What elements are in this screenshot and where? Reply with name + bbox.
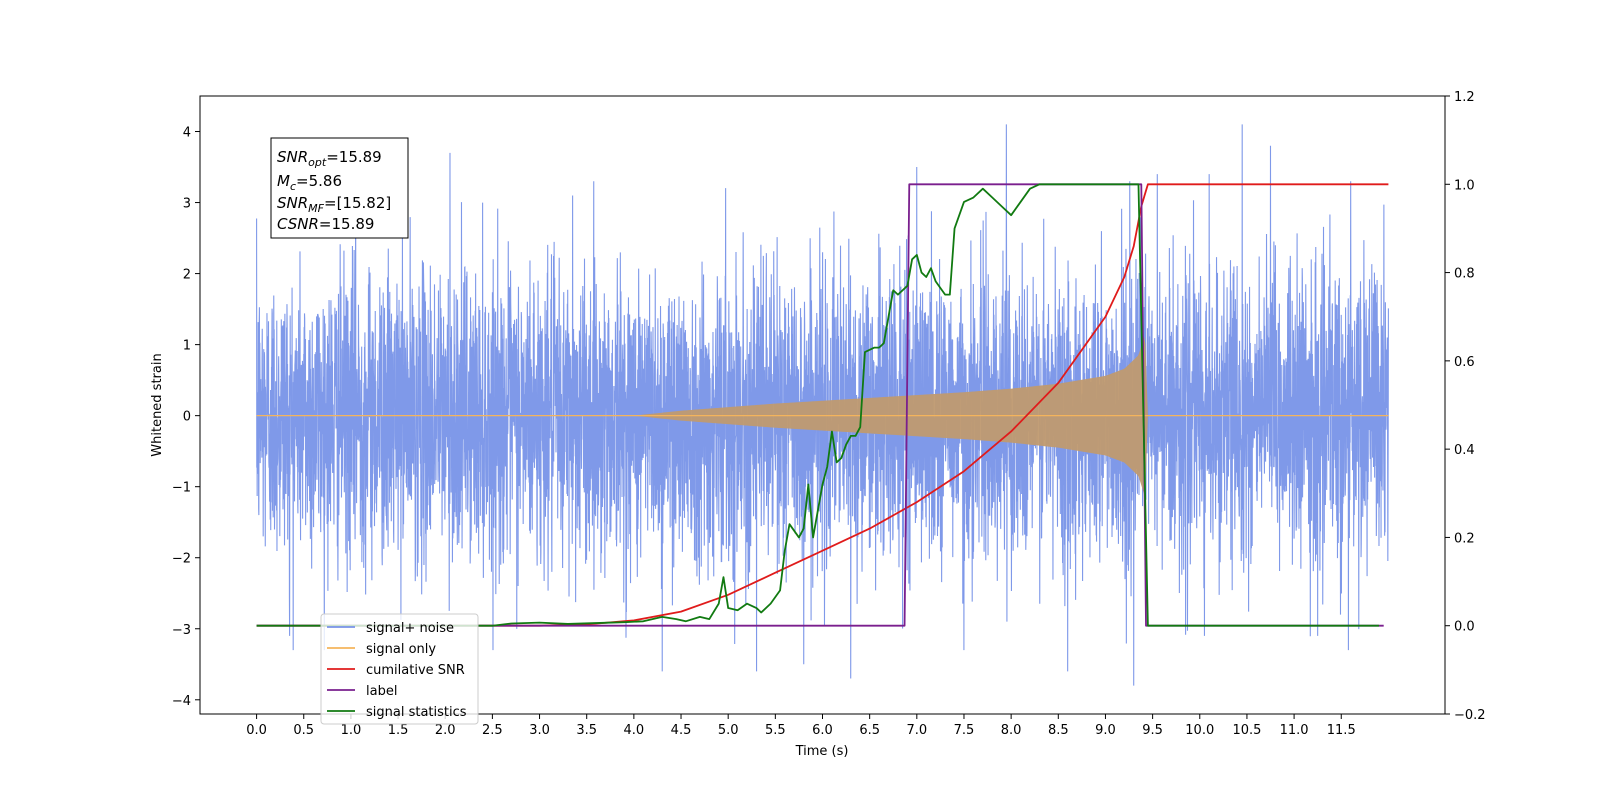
- annotation-csnr: CSNR=15.89: [277, 215, 374, 233]
- y-tick-label: 4: [183, 126, 191, 141]
- x-tick-label: 6.5: [859, 723, 880, 738]
- x-tick-label: 6.0: [812, 723, 833, 738]
- x-tick-label: 5.5: [765, 723, 786, 738]
- x-axis-label: Time (s): [795, 744, 849, 759]
- annotation-snr-mf: SNRMF=[15.82]: [277, 194, 391, 215]
- y2-tick-label: 0.0: [1454, 620, 1475, 635]
- series-signal-statistics: [256, 183, 1379, 627]
- x-tick-label: 9.0: [1095, 723, 1116, 738]
- y2-tick-label: 1.2: [1454, 90, 1475, 105]
- annotation-frame: [270, 137, 409, 239]
- x-tick-label: 9.5: [1142, 723, 1163, 738]
- annotation-mc: Mc=5.86: [277, 172, 342, 193]
- y-tick-label: 3: [183, 197, 191, 212]
- legend-frame: [320, 613, 479, 725]
- y-tick-label: −1: [172, 481, 191, 496]
- y-tick-label: 2: [183, 268, 191, 283]
- y-tick-label: −4: [172, 694, 191, 709]
- y-tick-label: −2: [172, 552, 191, 567]
- x-tick-label: 3.0: [529, 723, 550, 738]
- legend-label: signal only: [366, 642, 436, 657]
- x-tick-label: 5.0: [718, 723, 739, 738]
- y2-tick-label: 0.6: [1454, 355, 1475, 370]
- y2-tick-label: 0.2: [1454, 531, 1475, 546]
- y2-tick-label: 1.0: [1454, 178, 1475, 193]
- x-tick-label: 0.0: [246, 723, 267, 738]
- y-axis-right: 1.2 1.0 0.8 0.6 0.4 0.2 0.0 −0.2: [1445, 90, 1486, 723]
- plot-area: [256, 124, 1389, 686]
- legend-label: signal+ noise: [366, 621, 454, 636]
- x-tick-label: 7.0: [906, 723, 927, 738]
- x-tick-label: 1.5: [388, 723, 409, 738]
- legend-label: signal statistics: [366, 705, 467, 720]
- x-tick-label: 3.5: [576, 723, 597, 738]
- y2-tick-label: −0.2: [1454, 708, 1486, 723]
- y-axis-label: Whitened strain: [150, 353, 165, 456]
- x-tick-label: 8.0: [1001, 723, 1022, 738]
- y2-tick-label: 0.8: [1454, 267, 1475, 282]
- x-tick-label: 10.5: [1232, 723, 1261, 738]
- x-tick-label: 7.5: [954, 723, 975, 738]
- x-tick-label: 2.5: [482, 723, 503, 738]
- y-tick-label: −3: [172, 623, 191, 638]
- x-tick-label: 11.5: [1327, 723, 1356, 738]
- y-tick-label: 1: [183, 339, 191, 354]
- y-tick-label: 0: [183, 410, 191, 425]
- series-signal-plus-noise: [256, 124, 1389, 686]
- legend-label: label: [366, 684, 397, 699]
- annotation-snr-opt: SNRopt=15.89: [277, 148, 382, 169]
- x-axis: 0.0 0.5 1.0 1.5 2.0 2.5 3.0 3.5 4.0 4.5 5.0 5.5 6.0 6…: [246, 714, 1356, 738]
- x-tick-label: 8.5: [1048, 723, 1069, 738]
- x-tick-label: 0.5: [293, 723, 314, 738]
- legend-label: cumilative SNR: [366, 663, 465, 678]
- legend: signal+ noise signal only cumilative SNR la…: [320, 613, 479, 725]
- annotation-box: SNRopt=15.89 Mc=5.86 SNRMF=[15.82] CSNR=…: [270, 137, 409, 239]
- x-tick-label: 1.0: [341, 723, 362, 738]
- x-tick-label: 11.0: [1280, 723, 1309, 738]
- x-tick-label: 4.5: [671, 723, 692, 738]
- series-cumulative-snr: [256, 183, 1389, 627]
- x-tick-label: 2.0: [435, 723, 456, 738]
- y2-tick-label: 0.4: [1454, 443, 1475, 458]
- y-axis-left: 4 3 2 1 0 −1 −2 −3 −4: [172, 126, 200, 709]
- x-tick-label: 10.0: [1185, 723, 1214, 738]
- x-tick-label: 4.0: [624, 723, 645, 738]
